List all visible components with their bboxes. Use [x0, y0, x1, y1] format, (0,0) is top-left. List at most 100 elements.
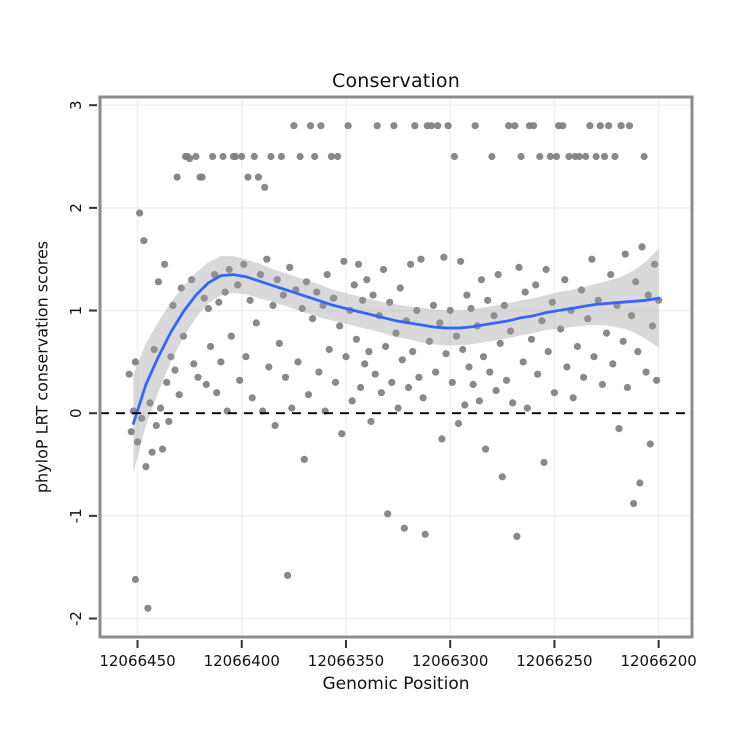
data-point [642, 368, 650, 376]
plot-panel [100, 97, 692, 637]
data-point [546, 152, 554, 161]
data-point [248, 394, 256, 402]
data-point [377, 389, 385, 397]
data-point [361, 360, 369, 368]
data-point [563, 363, 571, 371]
data-point [175, 391, 183, 399]
data-point [557, 325, 565, 333]
data-point [221, 288, 229, 296]
data-point [271, 421, 279, 430]
data-point [188, 276, 196, 284]
data-point [492, 387, 500, 395]
data-point [242, 353, 250, 361]
data-point [267, 152, 275, 161]
data-point [429, 301, 438, 309]
data-point [413, 306, 421, 315]
data-point [231, 152, 240, 161]
data-point [523, 404, 531, 412]
data-point [327, 152, 335, 161]
data-point [252, 319, 260, 327]
data-point [467, 304, 475, 313]
data-point [527, 335, 536, 343]
data-point [142, 463, 150, 471]
data-point [382, 342, 390, 351]
data-point [409, 348, 417, 356]
data-point [158, 445, 167, 453]
data-point [144, 604, 152, 612]
data-point [607, 271, 615, 279]
data-point [265, 363, 273, 371]
data-point [592, 152, 600, 161]
data-point [425, 337, 433, 345]
data-point [427, 122, 435, 130]
data-point [415, 373, 423, 381]
data-point [457, 257, 465, 265]
data-point [396, 284, 404, 292]
data-point [580, 373, 588, 381]
data-point [167, 353, 175, 361]
data-point [577, 286, 586, 294]
data-point [436, 319, 444, 327]
y-tick-label: -1 [67, 508, 85, 523]
data-point [550, 389, 559, 397]
data-point [357, 383, 365, 392]
data-point [156, 404, 165, 412]
data-point [379, 265, 388, 274]
data-point [398, 356, 406, 364]
data-point [538, 317, 546, 325]
data-point [498, 473, 506, 481]
x-tick-label: 12066250 [516, 652, 592, 670]
data-point [127, 428, 135, 436]
data-point [238, 152, 246, 161]
data-point [161, 260, 169, 268]
data-point [632, 278, 640, 286]
data-point [148, 448, 156, 456]
data-point [275, 339, 283, 347]
data-point [315, 368, 323, 376]
data-point [284, 571, 292, 580]
data-point [590, 353, 598, 361]
data-point [317, 122, 325, 130]
data-point [386, 298, 394, 306]
data-point [273, 276, 281, 284]
data-point [309, 315, 317, 323]
data-point [598, 380, 607, 389]
chart-title: Conservation [331, 70, 460, 92]
data-point [163, 378, 171, 386]
data-point [340, 257, 348, 265]
data-point [133, 438, 142, 446]
data-point [296, 152, 304, 161]
data-point [588, 255, 596, 263]
data-point [227, 332, 235, 340]
data-point [192, 152, 200, 161]
data-point [596, 122, 604, 130]
data-point [350, 281, 358, 289]
data-point [190, 360, 198, 368]
data-point [619, 337, 627, 345]
data-point [204, 304, 212, 313]
data-point [573, 342, 582, 351]
data-point [621, 250, 629, 258]
data-point [290, 122, 298, 130]
data-point [388, 378, 396, 386]
data-point [209, 152, 217, 161]
data-point [329, 294, 338, 302]
data-point [236, 376, 244, 384]
data-point [359, 296, 367, 304]
data-point [200, 294, 208, 302]
data-point [459, 345, 467, 354]
data-point [152, 421, 160, 430]
data-point [532, 281, 540, 289]
data-point [171, 366, 179, 374]
data-point [211, 271, 219, 279]
data-point [240, 260, 248, 268]
data-point [246, 296, 254, 304]
data-point [465, 363, 473, 371]
data-point [225, 265, 233, 274]
data-point [450, 152, 458, 161]
data-point [334, 152, 342, 161]
data-point [609, 360, 617, 368]
y-tick-label: 0 [67, 408, 85, 418]
data-point [169, 301, 177, 309]
data-point [484, 296, 492, 304]
